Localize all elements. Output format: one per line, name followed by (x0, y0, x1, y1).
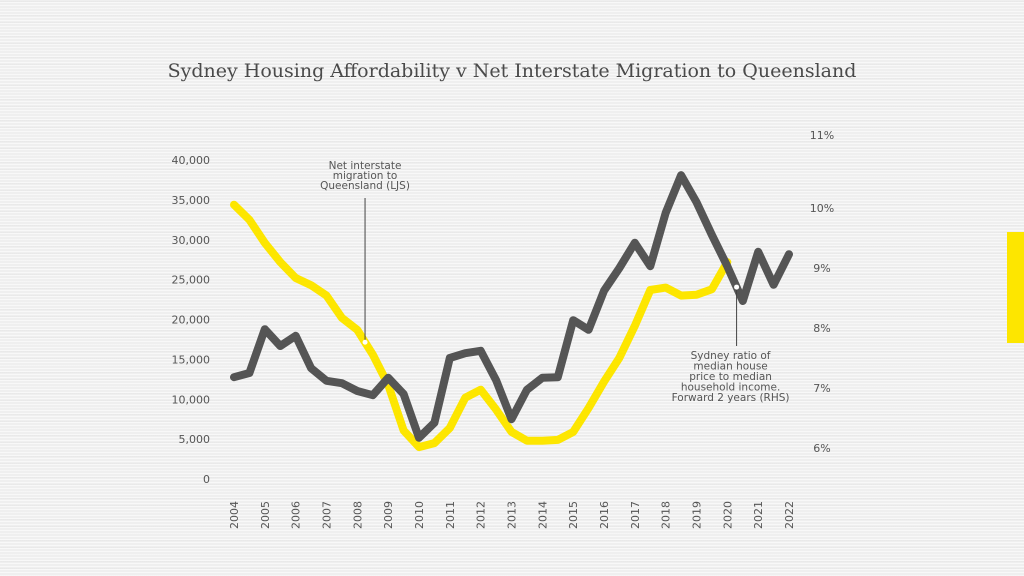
x-tick-label: 2007 (321, 501, 334, 529)
x-tick-label: 2015 (567, 501, 580, 529)
x-tick-label: 2009 (382, 501, 395, 529)
x-tick-label: 2014 (536, 501, 549, 529)
left-tick-label: 25,000 (172, 274, 211, 287)
left-tick-label: 15,000 (172, 353, 211, 366)
x-tick-label: 2012 (475, 501, 488, 529)
right-tick-label: 10% (810, 202, 834, 215)
x-tick-label: 2020 (721, 501, 734, 529)
annotation-ratio-text: Forward 2 years (RHS) (672, 392, 790, 404)
left-axis: 0 5,000 10,000 15,000 20,000 25,000 30,000 35,0… (172, 154, 211, 486)
left-tick-label: 20,000 (172, 314, 211, 327)
annotation-ratio-text: median house (693, 361, 767, 373)
annotation-ratio-marker (734, 284, 740, 290)
right-tick-label: 11% (810, 129, 834, 142)
x-tick-label: 2022 (783, 501, 796, 529)
left-tick-label: 35,000 (172, 194, 211, 207)
annotation-migration-text: Net interstate (329, 160, 402, 172)
plot-area (230, 171, 793, 452)
x-axis: 2004 2005 2006 2007 2008 2009 2010 2011 2012 2013… (228, 501, 796, 529)
annotation-migration-text: migration to (333, 170, 398, 182)
x-tick-label: 2016 (598, 501, 611, 529)
left-tick-label: 5,000 (179, 433, 211, 446)
x-tick-label: 2013 (506, 501, 519, 529)
side-accent-bar (1007, 232, 1024, 343)
right-tick-label: 8% (813, 322, 830, 335)
right-tick-label: 9% (813, 262, 830, 275)
x-tick-label: 2017 (629, 501, 642, 529)
left-tick-label: 10,000 (172, 393, 211, 406)
annotation-migration-text: Queensland (LJS) (320, 180, 410, 192)
left-tick-label: 30,000 (172, 234, 211, 247)
left-tick-label: 0 (203, 473, 210, 486)
x-tick-label: 2004 (228, 501, 241, 529)
right-axis: 6% 7% 8% 9% 10% 11% (810, 129, 834, 455)
x-tick-label: 2018 (660, 501, 673, 529)
annotation-ratio-text: household income. (681, 382, 780, 394)
x-tick-label: 2006 (290, 501, 303, 529)
right-tick-label: 6% (813, 442, 830, 455)
annotation-ratio-text: Sydney ratio of (691, 350, 771, 362)
x-tick-label: 2011 (444, 501, 457, 529)
migration-line (230, 200, 732, 452)
x-tick-label: 2005 (259, 501, 272, 529)
annotation-ratio-text: price to median (689, 371, 772, 383)
left-tick-label: 40,000 (172, 154, 211, 167)
x-tick-label: 2010 (413, 501, 426, 529)
right-tick-label: 7% (813, 382, 830, 395)
x-tick-label: 2008 (351, 501, 364, 529)
x-tick-label: 2021 (752, 501, 765, 529)
x-tick-label: 2019 (691, 501, 704, 529)
annotation-migration-marker (362, 339, 368, 345)
chart-title: Sydney Housing Affordability v Net Inter… (168, 60, 857, 82)
